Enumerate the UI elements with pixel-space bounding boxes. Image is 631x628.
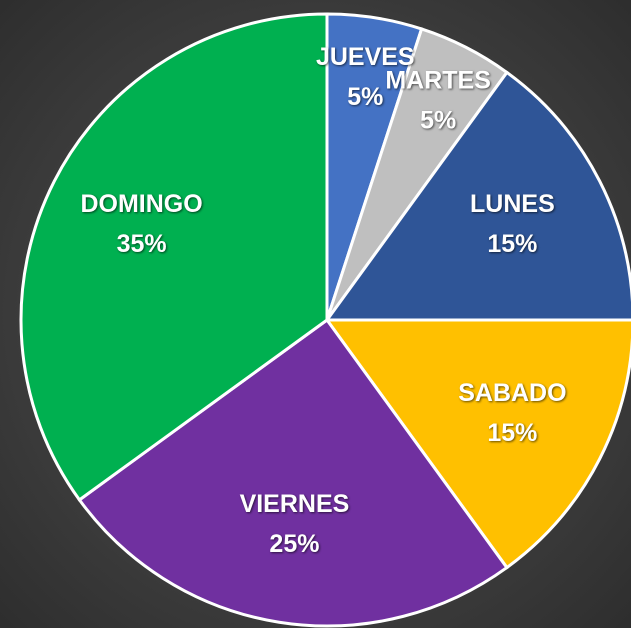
slice-value-label: 15% (487, 230, 537, 258)
pie-slice (19, 12, 329, 502)
pie-slice (77, 317, 509, 628)
slice-label: VIERNES (240, 490, 350, 518)
slice-label: JUEVES (316, 43, 415, 71)
slice-label: DOMINGO (80, 190, 202, 218)
slice-value-label: 15% (487, 419, 537, 447)
slice-label: SABADO (458, 379, 566, 407)
pie-slice (324, 70, 631, 322)
slice-value-label: 35% (117, 230, 167, 258)
slice-value-label: 25% (269, 530, 319, 558)
pie-slice (324, 318, 631, 570)
slice-label: MARTES (385, 66, 491, 94)
slice-value-label: 5% (347, 83, 383, 111)
slice-value-label: 5% (420, 106, 456, 134)
slice-label: LUNES (470, 190, 555, 218)
